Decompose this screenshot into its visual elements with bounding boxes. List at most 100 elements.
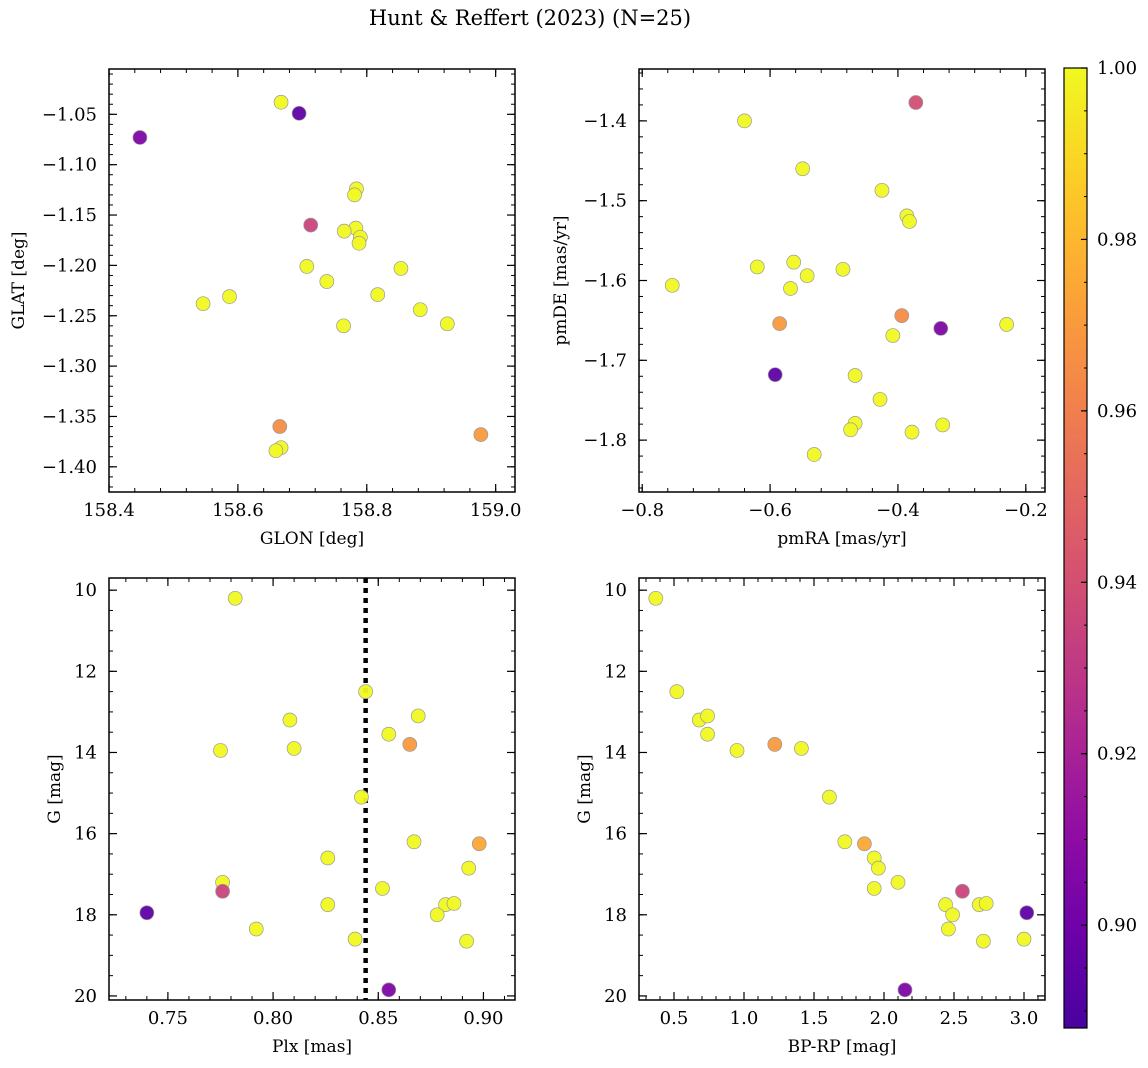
colorbar-tick-label: 0.92 — [1097, 744, 1137, 765]
data-point — [904, 424, 920, 440]
data-point — [835, 261, 851, 277]
plot-panel-bottom-right: 0.5 1.0 1.5 2.0 2.5 3.0 10 12 14 16 18 20 BP-RP [mag… — [575, 577, 1046, 1057]
data-point — [248, 921, 264, 937]
x-tick-label: −0.8 — [620, 500, 664, 521]
data-point — [890, 874, 906, 890]
y-tick-label: −1.30 — [42, 356, 97, 377]
axes-frame — [638, 68, 1046, 493]
x-tick-label: 1.5 — [800, 1008, 829, 1029]
x-tick-label: 159.0 — [470, 500, 522, 521]
data-point — [282, 712, 298, 728]
data-point — [933, 321, 949, 336]
data-point — [213, 743, 228, 758]
y-tick-label: −1.15 — [42, 205, 97, 226]
data-point — [347, 187, 362, 203]
data-point — [139, 905, 155, 921]
data-point — [351, 235, 367, 251]
data-point — [729, 743, 745, 758]
figure-title: Hunt & Reffert (2023) (N=25) — [368, 6, 692, 30]
data-point — [429, 907, 445, 923]
data-point — [999, 317, 1014, 332]
data-point — [866, 881, 882, 896]
y-tick-label: 18 — [74, 905, 97, 926]
data-point — [700, 708, 715, 724]
x-tick-label: 158.4 — [83, 500, 135, 521]
data-point — [412, 302, 428, 318]
data-point — [894, 308, 910, 323]
y-tick-label: 16 — [604, 824, 627, 845]
data-point — [847, 368, 863, 383]
data-point — [222, 289, 237, 304]
colorbar-gradient — [1063, 67, 1088, 1029]
data-point — [976, 933, 991, 949]
plot-panel-top-right: −0.8 −0.6 −0.4 −0.2 −1.4 −1.5 −1.6 −1.7 −1.8 pmRA… — [551, 68, 1048, 549]
data-point — [795, 161, 811, 177]
x-tick-label: 3.0 — [1010, 1008, 1039, 1029]
data-point — [669, 684, 685, 699]
y-tick-label: 12 — [74, 661, 97, 682]
data-point — [767, 737, 783, 752]
data-point — [978, 896, 994, 911]
y-tick-label: −1.7 — [583, 350, 627, 371]
data-point — [381, 982, 397, 998]
data-point — [772, 316, 788, 331]
data-point — [393, 261, 409, 276]
colorbar-tick-label: 0.90 — [1097, 915, 1137, 936]
axes-frame — [638, 577, 1046, 1001]
x-tick-label: 0.80 — [253, 1008, 293, 1029]
data-point — [446, 896, 462, 911]
y-tick-label: −1.10 — [42, 155, 97, 176]
data-point — [132, 130, 148, 145]
y-axis-label: pmDE [mas/yr] — [551, 215, 571, 345]
data-point — [799, 268, 815, 284]
x-axis-label: GLON [deg] — [260, 529, 364, 549]
data-point — [402, 737, 418, 752]
data-point — [320, 850, 336, 866]
x-axis-label: pmRA [mas/yr] — [777, 529, 906, 549]
data-point — [358, 684, 373, 699]
data-point — [806, 447, 822, 462]
data-point — [227, 590, 243, 606]
x-tick-label: 0.85 — [358, 1008, 398, 1029]
y-tick-label: −1.25 — [42, 306, 97, 327]
data-point — [857, 836, 872, 852]
data-point — [471, 836, 487, 852]
x-axis-label: BP-RP [mag] — [788, 1037, 897, 1057]
data-point — [439, 316, 455, 332]
x-tick-label: 0.5 — [660, 1008, 689, 1029]
data-point — [837, 834, 853, 850]
data-point — [336, 318, 351, 334]
y-tick-label: 14 — [74, 742, 97, 763]
data-point — [945, 907, 960, 923]
y-axis-label: G [mag] — [45, 754, 65, 823]
y-tick-label: −1.6 — [583, 271, 627, 292]
y-tick-label: 16 — [74, 824, 97, 845]
y-tick-label: −1.35 — [42, 406, 97, 427]
data-point — [955, 883, 970, 899]
y-tick-label: 18 — [604, 905, 627, 926]
data-point — [872, 392, 888, 407]
colorbar: 0.90 0.92 0.94 0.96 0.98 1.00 — [1063, 58, 1137, 1029]
y-tick-label: 12 — [604, 661, 627, 682]
data-point — [320, 897, 336, 912]
data-point — [375, 881, 390, 896]
data-point — [786, 254, 802, 270]
data-point — [354, 789, 369, 805]
y-tick-label: −1.20 — [42, 255, 97, 276]
data-point — [303, 217, 319, 233]
data-point — [459, 933, 474, 949]
y-tick-label: 20 — [74, 986, 97, 1007]
y-tick-label: −1.40 — [42, 457, 97, 478]
x-tick-label: 158.8 — [341, 500, 393, 521]
x-tick-label: 1.0 — [730, 1008, 759, 1029]
data-point — [273, 94, 289, 110]
data-point — [336, 223, 352, 239]
y-tick-label: −1.5 — [583, 191, 627, 212]
plot-panel-bottom-left: 0.75 0.80 0.85 0.90 10 12 14 16 18 20 Plx [mas] G [… — [45, 577, 516, 1057]
data-point — [410, 708, 426, 724]
data-point — [272, 419, 288, 434]
data-point — [938, 897, 953, 912]
colorbar-tick-label: 0.94 — [1097, 572, 1137, 593]
x-tick-label: 0.75 — [148, 1008, 188, 1029]
